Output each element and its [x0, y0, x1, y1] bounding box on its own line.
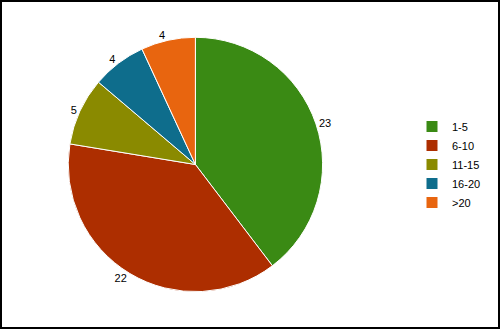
svg-text:1-5: 1-5 [452, 121, 468, 133]
svg-text:5: 5 [71, 104, 77, 116]
svg-text:23: 23 [319, 117, 331, 129]
svg-text:16-20: 16-20 [452, 178, 480, 190]
svg-text:22: 22 [115, 272, 127, 284]
svg-text:6-10: 6-10 [452, 140, 474, 152]
svg-text:>20: >20 [452, 197, 471, 209]
svg-text:4: 4 [109, 53, 115, 65]
svg-text:4: 4 [159, 29, 165, 41]
svg-text:11-15: 11-15 [452, 159, 479, 171]
